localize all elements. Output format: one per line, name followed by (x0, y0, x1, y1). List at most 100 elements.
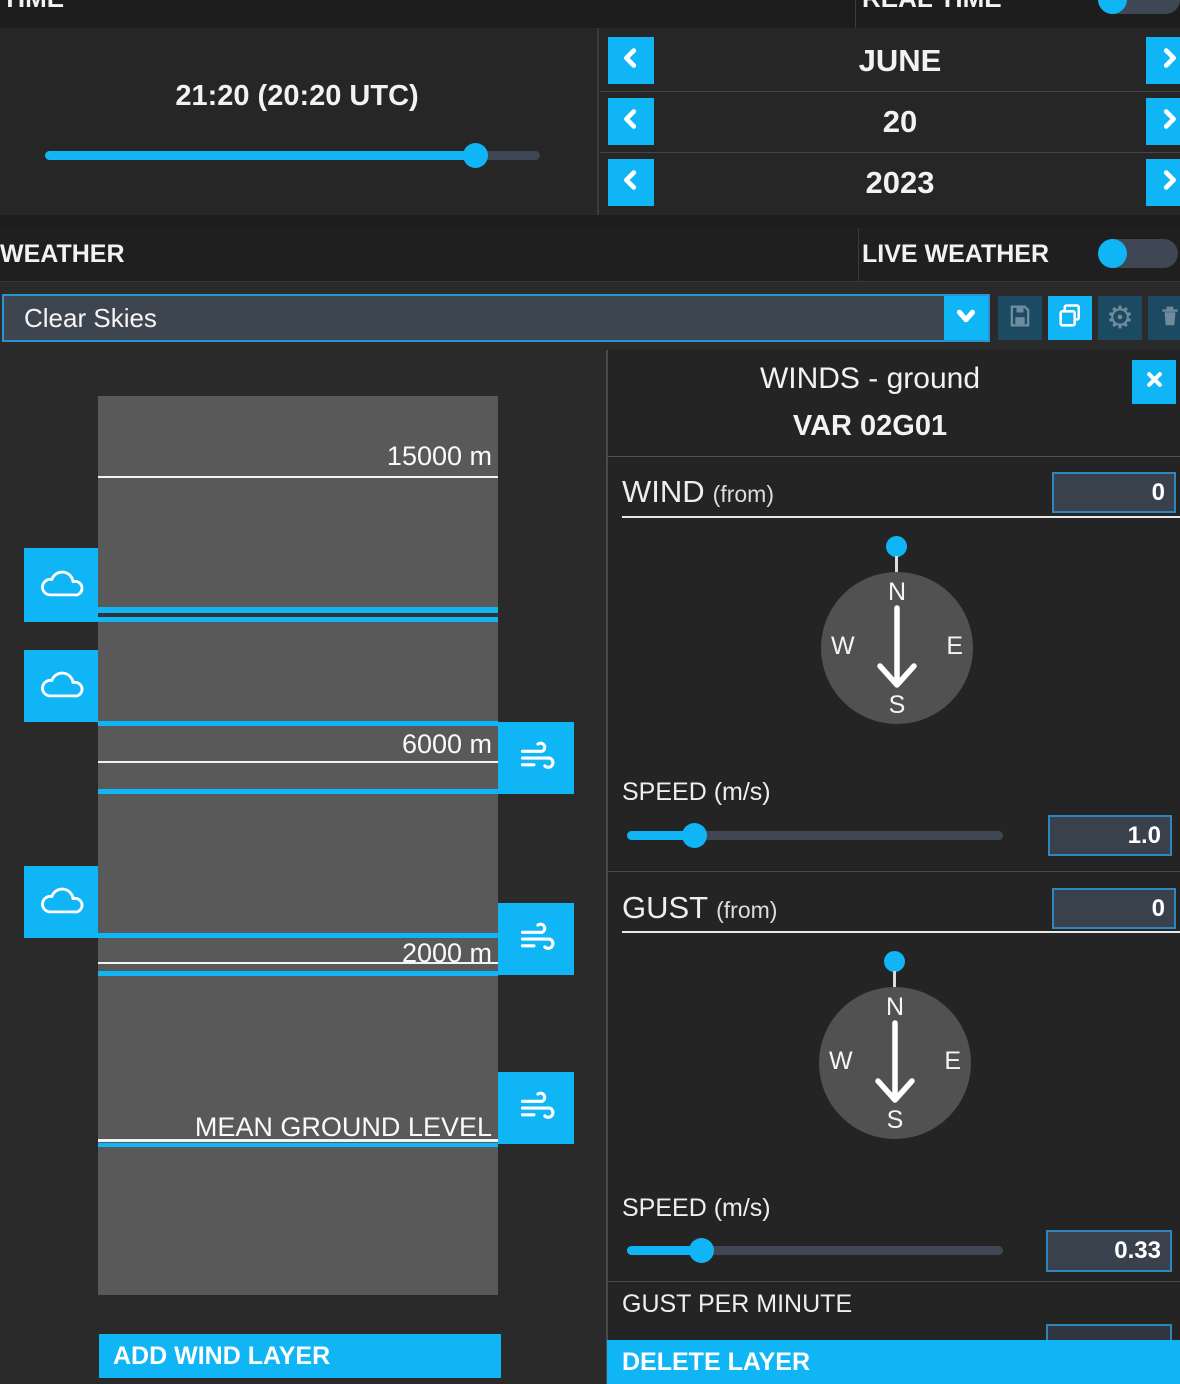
panel-divider (606, 871, 1180, 872)
wind-direction-input[interactable]: 0 (1052, 472, 1176, 513)
gust-direction-knob-stem (893, 971, 896, 989)
save-preset-button[interactable] (998, 296, 1042, 340)
time-slider[interactable] (45, 143, 540, 168)
day-next-button[interactable] (1146, 98, 1180, 145)
wind-speed-slider-knob[interactable] (681, 823, 707, 848)
cloud-layer-boundary[interactable] (98, 617, 498, 622)
wind-label-sub: (from) (712, 481, 774, 507)
wind-layer-top-boundary[interactable] (98, 721, 498, 726)
wind-panel-subtitle: VAR 02G01 (792, 410, 948, 442)
time-slider-knob[interactable] (462, 143, 488, 168)
add-wind-layer-label: ADD WIND LAYER (113, 1341, 331, 1370)
delete-preset-button[interactable] (1148, 296, 1180, 340)
delete-layer-button[interactable]: DELETE LAYER (607, 1340, 1180, 1384)
chevron-right-icon (1156, 45, 1180, 76)
wind-direction-compass[interactable]: N S W E (821, 572, 973, 724)
real-time-toggle[interactable] (1098, 0, 1180, 14)
trash-icon (1157, 303, 1180, 334)
gust-speed-input[interactable]: 0.33 (1046, 1230, 1172, 1272)
wind-layer-button-ground[interactable] (498, 1072, 574, 1144)
save-icon (1006, 302, 1034, 335)
wind-layer-button-2[interactable] (498, 903, 574, 975)
wind-icon (513, 1083, 559, 1134)
time-display: 21:20 (20:20 UTC) (175, 80, 419, 112)
copy-preset-button[interactable] (1048, 296, 1092, 340)
compass-west-label: W (831, 632, 855, 660)
gust-speed-slider-knob[interactable] (689, 1238, 715, 1263)
wind-layer-bottom-boundary[interactable] (98, 971, 498, 976)
wind-layer-bottom-boundary[interactable] (98, 789, 498, 794)
live-weather-label: LIVE WEATHER (862, 240, 1050, 268)
year-value: 2023 (865, 165, 935, 200)
time-section-title: TIME (2, 0, 64, 14)
live-weather-toggle[interactable] (1098, 239, 1178, 268)
gust-speed-label: SPEED (m/s) (622, 1194, 771, 1222)
time-date-divider (597, 28, 599, 215)
weather-preset-value: Clear Skies (24, 303, 157, 333)
altitude-label-mid: 6000 m (401, 729, 492, 759)
gust-label-text: GUST (622, 890, 709, 925)
gust-direction-input[interactable]: 0 (1052, 888, 1176, 929)
date-row-divider (600, 91, 1180, 92)
wind-section-underline (622, 516, 1180, 518)
altitude-band (98, 396, 498, 1295)
gust-per-minute-label: GUST PER MINUTE (622, 1290, 853, 1318)
compass-north-label: N (887, 578, 907, 606)
gust-label-sub: (from) (716, 897, 778, 923)
gust-speed-slider-fill (627, 1238, 715, 1263)
chevron-right-icon (1156, 106, 1180, 137)
year-prev-button[interactable] (608, 159, 654, 206)
gust-direction-compass[interactable]: N S W E (819, 987, 971, 1139)
live-weather-toggle-knob[interactable] (1098, 239, 1127, 268)
weather-preset-dropdown[interactable]: Clear Skies (2, 294, 990, 342)
copy-icon (1056, 302, 1084, 335)
cloud-layer-boundary[interactable] (98, 607, 498, 613)
wind-layer-top-boundary[interactable] (98, 933, 498, 938)
compass-north-label: N (885, 993, 905, 1021)
close-icon (1142, 367, 1167, 397)
ground-wind-layer-boundary[interactable] (98, 1143, 498, 1147)
real-time-label: REAL TIME (862, 0, 1002, 14)
panel-divider (606, 1281, 1180, 1282)
day-prev-button[interactable] (608, 98, 654, 145)
gust-direction-label: GUST (from) (622, 890, 777, 926)
gust-direction-knob[interactable] (884, 951, 905, 972)
weather-header-background (0, 228, 1180, 282)
real-time-toggle-knob[interactable] (1098, 0, 1127, 14)
wind-label-text: WIND (622, 474, 705, 509)
month-prev-button[interactable] (608, 37, 654, 84)
cloud-layer-button-3[interactable] (24, 866, 98, 938)
wind-icon (513, 914, 559, 965)
date-row-divider (600, 152, 1180, 153)
compass-south-label: S (886, 1106, 904, 1134)
settings-preset-button[interactable]: ⚙ (1098, 296, 1142, 340)
wind-direction-knob-stem (895, 556, 898, 574)
time-panel-background (0, 28, 1180, 215)
altitude-top-line (98, 476, 498, 478)
mean-ground-level-label: MEAN GROUND LEVEL (194, 1112, 492, 1142)
wind-direction-knob[interactable] (886, 536, 907, 557)
panel-divider (606, 456, 1180, 457)
dropdown-open-button[interactable] (944, 296, 988, 340)
close-panel-button[interactable] (1132, 360, 1176, 404)
wind-direction-label: WIND (from) (622, 474, 774, 510)
cloud-layer-button-2[interactable] (24, 650, 98, 722)
layer-gap (98, 613, 498, 617)
wind-panel-title: WINDS - ground (759, 362, 981, 395)
year-next-button[interactable] (1146, 159, 1180, 206)
wind-layer-button-1[interactable] (498, 722, 574, 794)
cloud-layer-button-1[interactable] (24, 548, 98, 622)
add-wind-layer-button[interactable]: ADD WIND LAYER (99, 1334, 501, 1378)
gear-icon: ⚙ (1106, 300, 1134, 336)
compass-west-label: W (829, 1047, 853, 1075)
topbar-divider (855, 0, 856, 28)
wind-detail-panel-background (606, 350, 1180, 1384)
chevron-right-icon (1156, 167, 1180, 198)
gust-section-underline (622, 931, 1180, 933)
altitude-low-line (98, 962, 498, 964)
month-next-button[interactable] (1146, 37, 1180, 84)
compass-south-label: S (888, 691, 906, 719)
wind-speed-input[interactable]: 1.0 (1048, 815, 1172, 856)
gust-speed-slider[interactable] (627, 1238, 1003, 1263)
wind-speed-slider[interactable] (627, 823, 1003, 848)
